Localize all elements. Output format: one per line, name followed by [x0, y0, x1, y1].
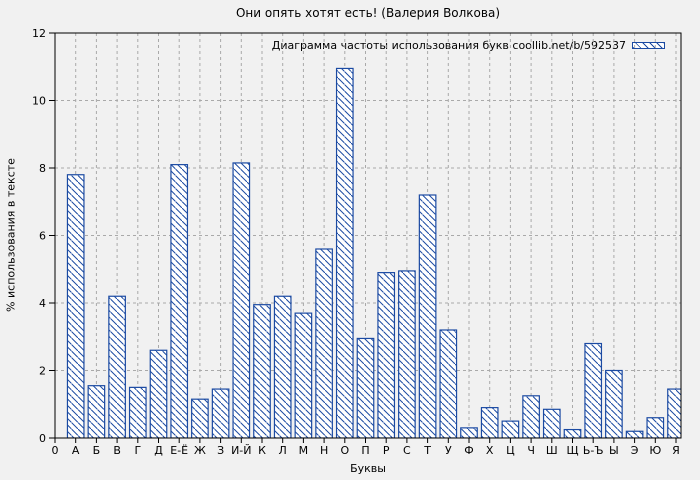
bar-Ф — [460, 427, 478, 438]
x-tick-label-А: А — [72, 444, 80, 457]
x-tick-label-Э: Э — [631, 444, 639, 457]
bar-Ш — [542, 408, 561, 438]
bar-Ч — [522, 395, 540, 438]
bar-Х — [480, 407, 499, 438]
x-tick-label-О: О — [340, 444, 349, 457]
x-tick-label-Г: Г — [134, 444, 141, 457]
y-tick-label-0: 0 — [39, 432, 46, 445]
bar-Я — [667, 388, 681, 438]
x-axis-label: Буквы — [350, 462, 386, 475]
bar-Ц — [501, 420, 520, 438]
x-tick-label-Ы: Ы — [609, 444, 619, 457]
bar-А — [66, 174, 85, 438]
bar-Т — [418, 194, 437, 438]
y-tick-label-2: 2 — [39, 365, 46, 378]
bar-П — [356, 337, 375, 438]
y-tick-label-8: 8 — [39, 162, 46, 175]
x-tick-labels: 0 А Б В Г Д Е-Ё Ж З И-Й К Л М Н О П Р С Т У Ф Х Ц Ч Ш Щ Ь-Ъ Ы Э Ю Я — [52, 444, 680, 457]
legend-swatch-hatch-icon — [632, 42, 665, 49]
x-tick-label-Ф: Ф — [464, 444, 473, 457]
x-tick-label-Ч: Ч — [527, 444, 535, 457]
bar-Э — [625, 430, 644, 438]
bar-Ь-Ъ — [584, 342, 603, 438]
x-tick-label-Я: Я — [672, 444, 680, 457]
bar-С — [398, 270, 416, 438]
bar-У — [439, 329, 458, 438]
x-tick-label-Ш: Ш — [546, 444, 558, 457]
x-tick-label-И-Й: И-Й — [231, 444, 251, 457]
x-tick-label-Е-Ё: Е-Ё — [170, 444, 188, 457]
bar-Щ — [563, 428, 582, 438]
y-tick-label-4: 4 — [39, 297, 46, 310]
y-tick-label-10: 10 — [32, 95, 46, 108]
y-tick-label-6: 6 — [39, 230, 46, 243]
x-tick-label-У: У — [445, 444, 452, 457]
x-tick-label-origin: 0 — [52, 444, 59, 457]
x-tick-label-З: З — [217, 444, 224, 457]
chart-title: Они опять хотят есть! (Валерия Волкова) — [235, 6, 501, 20]
x-tick-label-М: М — [299, 444, 309, 457]
y-tick-label-12: 12 — [32, 27, 46, 40]
bar-М — [294, 312, 313, 438]
bar-Ы — [605, 369, 623, 438]
x-tick-label-Ж: Ж — [194, 444, 206, 457]
x-tick-label-В: В — [113, 444, 121, 457]
bar-Д — [149, 349, 168, 438]
x-tick-label-К: К — [258, 444, 266, 457]
legend-label: Диаграмма частоты использования букв coo… — [271, 39, 626, 52]
x-tick-label-Б: Б — [93, 444, 101, 457]
x-tick-label-Р: Р — [383, 444, 390, 457]
bar-З — [211, 388, 230, 438]
x-tick-label-Ь-Ъ: Ь-Ъ — [583, 444, 604, 457]
y-tick-labels: 0 2 4 6 8 10 12 — [32, 27, 46, 445]
legend: Диаграмма частоты использования букв coo… — [272, 39, 665, 52]
bar-К — [253, 304, 271, 438]
bar-Г — [128, 386, 147, 438]
bar-В — [108, 295, 126, 438]
bar-Р — [377, 272, 396, 438]
x-tick-label-Ю: Ю — [649, 444, 661, 457]
x-tick-label-Д: Д — [154, 444, 163, 457]
bar-Б — [87, 385, 106, 438]
x-tick-label-Н: Н — [320, 444, 328, 457]
x-tick-label-Ц: Ц — [506, 444, 515, 457]
x-tick-label-Х: Х — [486, 444, 494, 457]
bar-Л — [273, 295, 292, 438]
bar-И-Й — [232, 162, 251, 438]
bars — [66, 67, 681, 438]
bar-Н — [315, 248, 333, 438]
bar-Ж — [191, 398, 209, 438]
x-tick-label-Т: Т — [423, 444, 431, 457]
bar-Ю — [646, 417, 665, 438]
bar-О — [335, 67, 354, 438]
x-tick-label-П: П — [361, 444, 369, 457]
bar-Е-Ё — [170, 164, 189, 438]
x-tick-label-Щ: Щ — [566, 444, 578, 457]
x-tick-label-С: С — [403, 444, 411, 457]
x-tick-label-Л: Л — [279, 444, 287, 457]
axis-ticks — [49, 32, 677, 443]
